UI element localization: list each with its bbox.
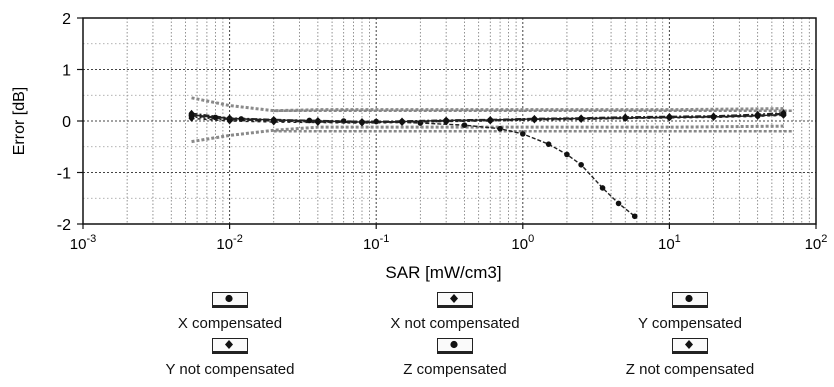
x-tick-exponent: -1	[380, 233, 390, 245]
envelope-line	[191, 96, 784, 113]
data-point	[754, 112, 761, 120]
chart-svg: 210-1-2 10-3 10-2 10-1 100 101 102 Error [dB]…	[11, 11, 828, 282]
legend-item-z-not-compensated: Z not compensated	[575, 338, 805, 378]
series-group	[188, 109, 787, 220]
x-tick-label: 10-1	[363, 233, 389, 253]
x-tick-exponent: -2	[233, 233, 243, 245]
data-point	[487, 117, 494, 125]
x-tick-base: 10	[511, 236, 528, 253]
data-point	[578, 161, 584, 168]
legend-swatch	[437, 292, 473, 308]
legend-item-y-compensated: Y compensated	[575, 292, 805, 332]
legend-item-x-compensated: X compensated	[115, 292, 345, 332]
legend: X compensated X not compensated Y compen…	[0, 288, 834, 387]
data-point	[631, 213, 638, 220]
x-tick-exponent: 1	[675, 233, 681, 245]
legend-swatch	[212, 338, 248, 354]
x-tick-label: 100	[511, 233, 534, 253]
x-tick-label: 10-3	[70, 233, 96, 253]
data-point	[188, 114, 195, 122]
x-tick-labels: 10-3 10-2 10-1 100 101 102	[70, 224, 828, 253]
x-tick-exponent: 0	[528, 233, 534, 245]
series-y-compensated	[188, 112, 787, 126]
series-line	[191, 114, 784, 124]
data-point	[622, 114, 629, 122]
x-tick-base: 10	[363, 236, 380, 253]
data-point	[497, 125, 503, 132]
series-z-not-compensated	[188, 111, 787, 127]
data-point	[531, 116, 538, 124]
x-tick-base: 10	[216, 236, 233, 253]
x-tick-base: 10	[805, 236, 822, 253]
data-point	[461, 122, 468, 128]
legend-label: Z not compensated	[625, 361, 755, 378]
series-line	[191, 114, 636, 217]
data-point	[314, 119, 321, 127]
legend-label: Y compensated	[638, 315, 742, 332]
legend-item-y-not-compensated: Y not compensated	[115, 338, 345, 378]
envelope-lines	[191, 96, 784, 144]
legend-swatch	[437, 338, 473, 354]
y-tick-labels: 2 1 0 -1 -2	[57, 11, 83, 234]
x-tick-label: 10-2	[216, 233, 242, 253]
y-tick-label: -2	[57, 217, 71, 234]
legend-item-x-not-compensated: X not compensated	[340, 292, 570, 332]
data-point	[399, 119, 406, 127]
data-point	[520, 131, 526, 137]
envelope-line	[191, 124, 784, 144]
data-point	[270, 118, 277, 126]
data-point	[545, 141, 552, 147]
data-point	[780, 111, 787, 119]
x-tick-label: 102	[805, 233, 828, 253]
data-point	[417, 120, 424, 126]
data-point	[188, 112, 195, 118]
legend-label: X compensated	[177, 315, 283, 332]
data-point	[615, 200, 622, 207]
legend-label: X not compensated	[390, 315, 520, 332]
y-tick-label: 2	[62, 11, 71, 28]
legend-swatch	[672, 292, 708, 308]
data-point	[578, 115, 585, 123]
x-tick-exponent: -3	[86, 233, 96, 245]
y-axis-label: Error [dB]	[11, 87, 28, 155]
x-tick-base: 10	[658, 236, 675, 253]
data-point	[212, 114, 219, 121]
legend-label: Y not compensated	[165, 361, 295, 378]
data-point	[358, 119, 365, 127]
y-tick-label: -1	[57, 166, 71, 183]
data-point	[443, 118, 450, 126]
data-point	[564, 151, 570, 158]
data-point	[666, 114, 673, 122]
legend-swatch	[672, 338, 708, 354]
legend-label: Z compensated	[403, 361, 507, 378]
x-tick-exponent: 2	[821, 233, 827, 245]
series-line	[191, 114, 784, 124]
x-axis-label: SAR [mW/cm3]	[385, 263, 501, 282]
data-point	[710, 113, 717, 121]
y-tick-label: 0	[62, 114, 71, 131]
data-point	[226, 117, 233, 125]
y-tick-label: 1	[62, 63, 71, 80]
legend-swatch	[212, 292, 248, 308]
data-point	[599, 185, 606, 191]
data-point	[238, 116, 245, 122]
legend-item-z-compensated: Z compensated	[340, 338, 570, 378]
x-tick-label: 101	[658, 233, 681, 253]
x-tick-base: 10	[70, 236, 87, 253]
